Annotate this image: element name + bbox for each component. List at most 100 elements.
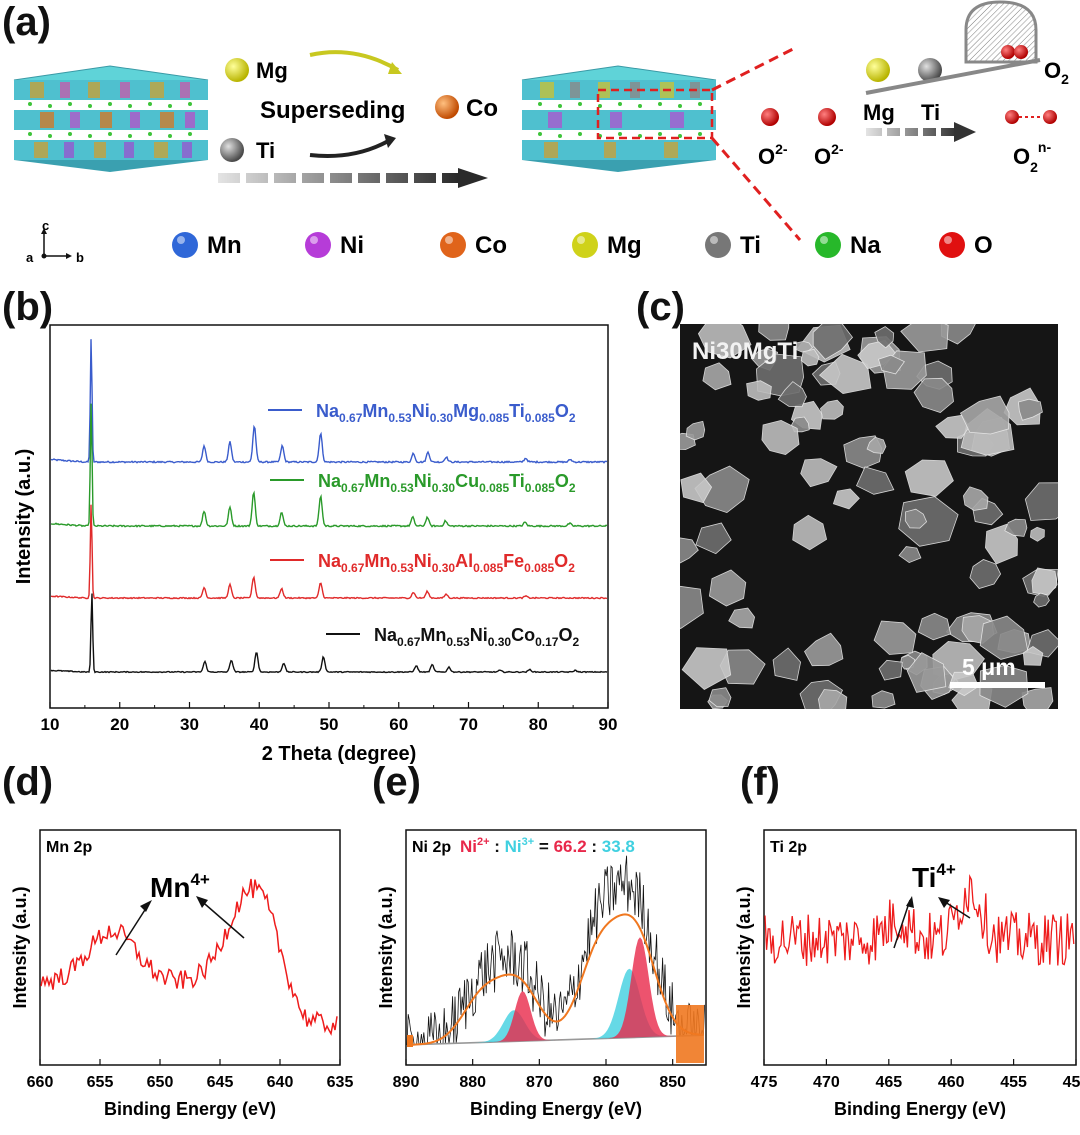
ni-ratio-text: Ni2+ : Ni3+ = 66.2 : 33.8 bbox=[460, 836, 635, 856]
xps-ti-chart: 475 470 465 460 455 450 Binding Energy (eV) Int… bbox=[734, 829, 1080, 1119]
xrd-ylabel: Intensity (a.u.) bbox=[13, 449, 35, 585]
oxygen-cage bbox=[865, 0, 1041, 95]
mn-arrowhead-left bbox=[140, 900, 152, 912]
panel-label-a: (a) bbox=[2, 0, 51, 44]
sem-particle bbox=[728, 607, 756, 629]
legend-label-mg: Mg bbox=[607, 232, 642, 259]
svg-text:O2: O2 bbox=[1044, 58, 1069, 87]
co-ball bbox=[435, 95, 459, 119]
ti-spectrum-line bbox=[764, 874, 1075, 966]
label-o2n-sub: 2 bbox=[1030, 159, 1038, 175]
ni-edge-left bbox=[407, 1035, 413, 1047]
xrd-series-line-3 bbox=[50, 593, 608, 674]
sem-particles bbox=[680, 324, 1058, 709]
ni-raw-spectrum bbox=[406, 855, 705, 1046]
label-o2n: O bbox=[1013, 144, 1030, 169]
label-o2minus-b: O bbox=[814, 144, 831, 169]
xrd-xtick-label: 10 bbox=[41, 715, 60, 734]
legend-ball-o bbox=[939, 232, 965, 258]
ni-xtick-label: 860 bbox=[593, 1074, 620, 1091]
sem-particle bbox=[702, 362, 732, 391]
xrd-legend-label-1: Na0.67Mn0.53Ni0.30Cu0.085Ti0.085O2 bbox=[318, 471, 576, 495]
ti-xtick-label: 470 bbox=[813, 1074, 840, 1091]
sem-particle bbox=[959, 395, 1010, 435]
zoom-box bbox=[596, 88, 714, 140]
xrd-xtick-label: 80 bbox=[529, 715, 548, 734]
ti-title: Ti 2p bbox=[770, 839, 807, 856]
xrd-xtick-label: 90 bbox=[599, 715, 618, 734]
legend-ball-na bbox=[815, 232, 841, 258]
mn-spectrum-line bbox=[40, 878, 338, 1036]
legend-ball-ti bbox=[705, 232, 731, 258]
ti-arrow-left bbox=[893, 899, 911, 949]
sem-particle bbox=[1031, 567, 1058, 596]
sem-particle bbox=[708, 687, 732, 708]
mn-arrow-right bbox=[197, 897, 245, 939]
xrd-xtick-label: 20 bbox=[110, 715, 129, 734]
xrd-legend-label-3: Na0.67Mn0.53Ni0.30Co0.17O2 bbox=[374, 625, 579, 649]
sem-particle bbox=[685, 420, 706, 441]
ni-ylabel: Intensity (a.u.) bbox=[376, 886, 396, 1008]
label-o2minus-a: O bbox=[758, 144, 775, 169]
sem-particle bbox=[697, 324, 752, 359]
crystal-axes-indicator: c a b bbox=[26, 218, 84, 265]
mn-arrow-left bbox=[115, 901, 151, 956]
mn-xlabel: Binding Energy (eV) bbox=[104, 1099, 276, 1119]
oxygen-ball-2 bbox=[818, 108, 836, 126]
xrd-chart: 10 20 30 40 50 60 70 80 90 2 Theta (degree) Intens… bbox=[13, 324, 618, 765]
sem-particle bbox=[680, 585, 704, 630]
ni2-peak-sat bbox=[482, 991, 563, 1043]
sem-particle bbox=[812, 324, 854, 360]
sem-particle bbox=[800, 348, 820, 367]
mn-title: Mn 2p bbox=[46, 839, 92, 856]
svg-text:O2-: O2- bbox=[814, 141, 844, 169]
sem-particle bbox=[1021, 687, 1054, 709]
legend-label-co: Co bbox=[475, 232, 507, 259]
panel-label-b: (b) bbox=[2, 285, 54, 329]
sem-particle bbox=[979, 615, 1029, 660]
sem-particle bbox=[898, 496, 959, 547]
ti-arrowhead-left bbox=[906, 896, 914, 908]
label-ti-2: Ti bbox=[921, 100, 940, 125]
ti-xtick-label: 475 bbox=[751, 1074, 778, 1091]
ni-title: Ni 2p bbox=[412, 839, 451, 856]
sem-particle bbox=[871, 690, 896, 709]
label-o2minus-b-sup: 2- bbox=[831, 141, 844, 157]
oxygen-ball-1 bbox=[761, 108, 779, 126]
svg-text:O2n-: O2n- bbox=[1013, 139, 1051, 175]
axis-a-label: a bbox=[26, 250, 34, 265]
sem-particle bbox=[1017, 398, 1043, 421]
label-mg: Mg bbox=[256, 58, 288, 83]
xrd-legend-label-0: Na0.67Mn0.53Ni0.30Mg0.085Ti0.085O2 bbox=[316, 401, 576, 425]
xrd-xtick-label: 40 bbox=[250, 715, 269, 734]
sem-particle bbox=[1029, 526, 1045, 542]
mn-xtick-label: 660 bbox=[27, 1074, 54, 1091]
ni-xlabel: Binding Energy (eV) bbox=[470, 1099, 642, 1119]
layered-structure-right bbox=[521, 65, 717, 172]
ni-xtick-label: 880 bbox=[459, 1074, 486, 1091]
zoom-line-bottom bbox=[710, 137, 802, 241]
sem-particle bbox=[940, 324, 976, 345]
sem-particle bbox=[761, 419, 800, 456]
label-o2n-sup: n- bbox=[1038, 139, 1052, 155]
sem-particle bbox=[832, 488, 860, 510]
mn-xtick-label: 635 bbox=[327, 1074, 354, 1091]
layered-structure-left bbox=[13, 65, 209, 172]
ti-xtick-label: 455 bbox=[1000, 1074, 1027, 1091]
sem-particle bbox=[873, 620, 917, 655]
label-mg-2: Mg bbox=[863, 100, 895, 125]
sem-particle bbox=[777, 381, 807, 408]
legend-label-ni: Ni bbox=[340, 232, 364, 259]
xrd-xtick-label: 50 bbox=[320, 715, 339, 734]
panel-label-e: (e) bbox=[372, 760, 421, 804]
ti-annotation: Ti4+ bbox=[912, 860, 956, 893]
ni-xtick-label: 890 bbox=[393, 1074, 420, 1091]
label-superseding: Superseding bbox=[260, 97, 405, 124]
label-o2-sub: 2 bbox=[1061, 71, 1069, 87]
sem-particle bbox=[820, 399, 844, 420]
ti-xtick-label: 450 bbox=[1063, 1074, 1080, 1091]
mn-annotation: Mn4+ bbox=[150, 870, 210, 903]
sem-particle bbox=[719, 649, 766, 685]
sem-particle bbox=[708, 569, 747, 607]
sem-particle bbox=[866, 436, 887, 454]
